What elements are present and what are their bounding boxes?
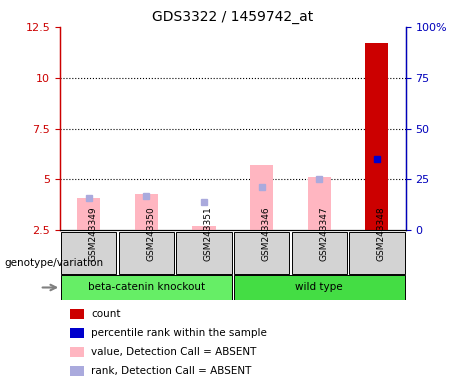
FancyBboxPatch shape — [176, 232, 231, 273]
FancyBboxPatch shape — [61, 232, 116, 273]
Bar — [193, 226, 216, 230]
FancyBboxPatch shape — [61, 275, 231, 300]
FancyBboxPatch shape — [234, 275, 405, 300]
Text: beta-catenin knockout: beta-catenin knockout — [88, 283, 205, 293]
Text: GSM243350: GSM243350 — [146, 206, 155, 261]
Text: rank, Detection Call = ABSENT: rank, Detection Call = ABSENT — [91, 366, 251, 376]
Bar — [70, 366, 84, 376]
Text: GSM243347: GSM243347 — [319, 206, 328, 261]
Text: genotype/variation: genotype/variation — [5, 258, 104, 268]
Text: percentile rank within the sample: percentile rank within the sample — [91, 328, 267, 338]
Text: GSM243346: GSM243346 — [262, 206, 271, 261]
Text: wild type: wild type — [296, 283, 343, 293]
Bar — [70, 328, 84, 338]
FancyBboxPatch shape — [349, 232, 405, 273]
Text: count: count — [91, 309, 120, 319]
Bar — [77, 198, 100, 230]
FancyBboxPatch shape — [234, 232, 290, 273]
Title: GDS3322 / 1459742_at: GDS3322 / 1459742_at — [152, 10, 313, 25]
Text: value, Detection Call = ABSENT: value, Detection Call = ABSENT — [91, 347, 256, 357]
Bar — [365, 43, 388, 230]
Text: GSM243349: GSM243349 — [89, 206, 98, 261]
Bar — [135, 194, 158, 230]
Bar — [308, 177, 331, 230]
Bar — [250, 165, 273, 230]
FancyBboxPatch shape — [118, 232, 174, 273]
Bar — [70, 347, 84, 357]
Text: GSM243348: GSM243348 — [377, 206, 386, 261]
Text: GSM243351: GSM243351 — [204, 206, 213, 261]
FancyBboxPatch shape — [291, 232, 347, 273]
Bar — [70, 309, 84, 319]
